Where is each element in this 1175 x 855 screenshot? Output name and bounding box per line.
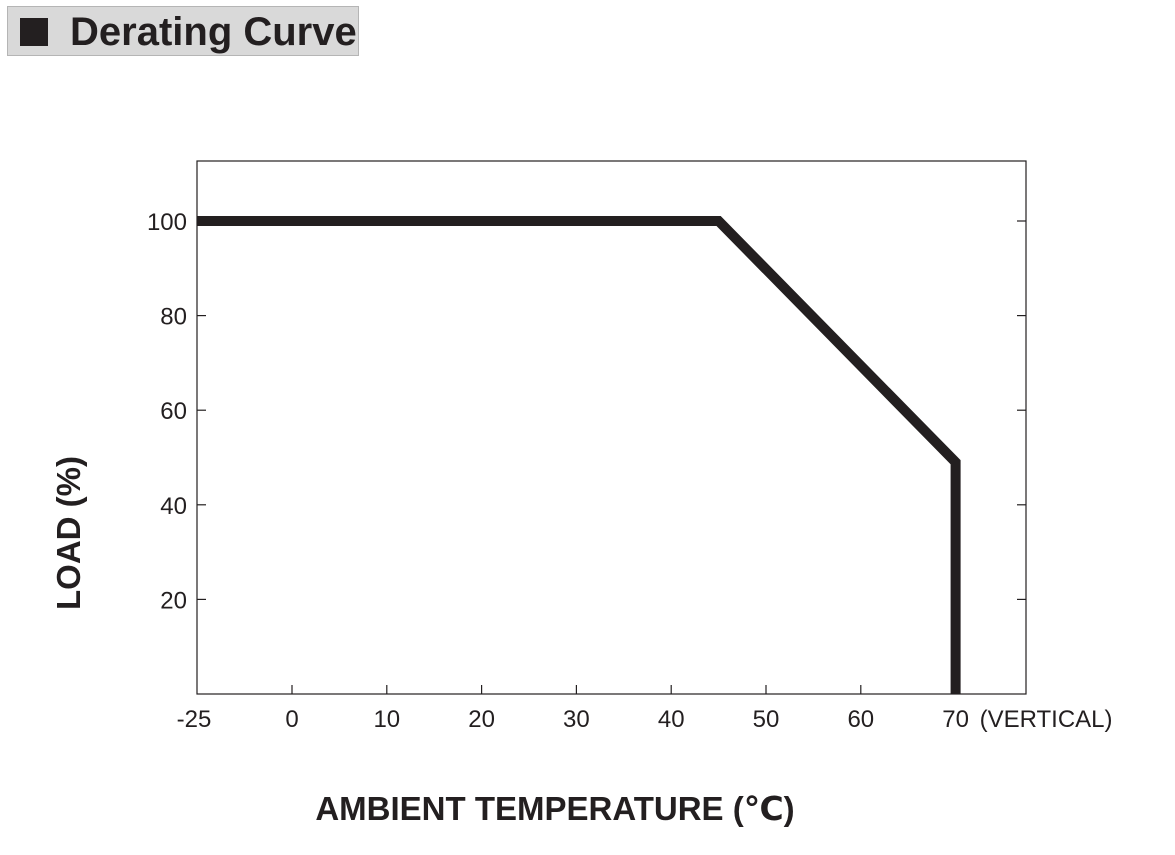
plot-frame: [196, 160, 1027, 695]
x-tick-label: 0: [285, 706, 298, 733]
title-bar: Derating Curve: [7, 6, 359, 56]
x-axis-title: AMBIENT TEMPERATURE (℃): [315, 790, 794, 827]
y-tick-label: 20: [160, 587, 187, 614]
y-tick-label: 80: [160, 304, 187, 331]
y-tick-label: 100: [147, 209, 187, 236]
y-tick-label: 40: [160, 493, 187, 520]
x-tick-label: 20: [468, 706, 495, 733]
x-tick-label: 10: [373, 706, 400, 733]
y-axis-title: LOAD (%): [50, 456, 87, 610]
x-tick-label: -25: [177, 706, 212, 733]
derating-series-line: [197, 216, 961, 694]
x-tick-label: 70: [942, 706, 969, 733]
x-tick-label: 30: [563, 706, 590, 733]
title-square-icon: [20, 18, 48, 46]
x-tick-label: 50: [753, 706, 780, 733]
chart-title: Derating Curve: [70, 10, 357, 54]
x-tick-suffix: (VERTICAL): [980, 706, 1113, 733]
x-tick-label: 40: [658, 706, 685, 733]
y-tick-label: 60: [160, 398, 187, 425]
x-tick-label: 60: [847, 706, 874, 733]
